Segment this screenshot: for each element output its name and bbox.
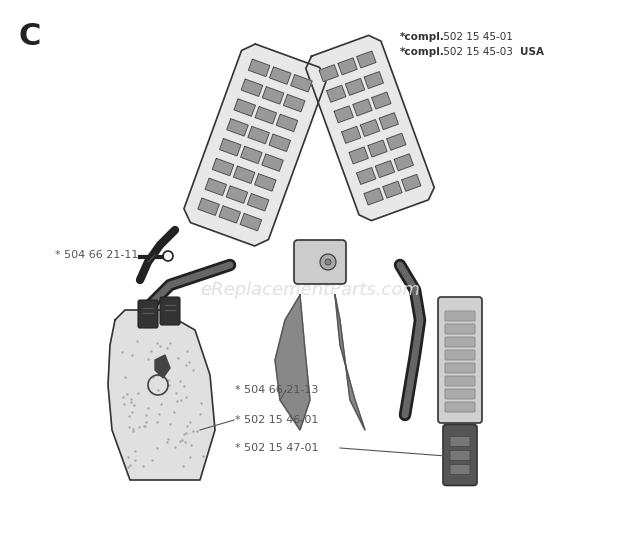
FancyBboxPatch shape (445, 402, 475, 412)
Text: 502 15 45-03: 502 15 45-03 (440, 47, 516, 57)
FancyBboxPatch shape (438, 297, 482, 423)
Polygon shape (219, 139, 241, 156)
FancyBboxPatch shape (445, 337, 475, 347)
Polygon shape (365, 72, 383, 89)
FancyBboxPatch shape (445, 363, 475, 373)
Polygon shape (262, 154, 283, 171)
Polygon shape (342, 126, 361, 143)
Polygon shape (240, 213, 262, 231)
Polygon shape (291, 74, 312, 92)
Text: *compl.: *compl. (400, 32, 445, 42)
FancyBboxPatch shape (160, 297, 180, 325)
Polygon shape (226, 186, 247, 203)
Polygon shape (394, 154, 414, 171)
Text: * 504 66 21-13: * 504 66 21-13 (235, 385, 319, 395)
Polygon shape (338, 58, 357, 75)
FancyBboxPatch shape (445, 350, 475, 360)
Polygon shape (108, 310, 215, 480)
Polygon shape (356, 168, 376, 185)
Polygon shape (283, 94, 305, 112)
Polygon shape (364, 188, 383, 205)
FancyBboxPatch shape (443, 424, 477, 485)
Polygon shape (155, 355, 170, 378)
Polygon shape (198, 198, 219, 215)
Polygon shape (227, 119, 248, 136)
Polygon shape (327, 85, 346, 102)
Polygon shape (306, 35, 434, 220)
FancyBboxPatch shape (445, 311, 475, 321)
Polygon shape (379, 113, 399, 129)
FancyBboxPatch shape (138, 300, 158, 328)
Polygon shape (270, 67, 291, 84)
Circle shape (325, 259, 331, 265)
Polygon shape (372, 92, 391, 109)
Text: * 502 15 46-01: * 502 15 46-01 (235, 415, 319, 425)
FancyBboxPatch shape (445, 389, 475, 399)
Polygon shape (262, 87, 284, 104)
FancyBboxPatch shape (445, 324, 475, 334)
Polygon shape (249, 60, 270, 77)
Text: * 504 66 21-11: * 504 66 21-11 (55, 250, 138, 260)
FancyBboxPatch shape (294, 240, 346, 284)
FancyBboxPatch shape (445, 376, 475, 386)
Polygon shape (212, 159, 234, 176)
Polygon shape (275, 295, 310, 430)
Polygon shape (349, 147, 368, 164)
Text: 502 15 45-01: 502 15 45-01 (440, 32, 513, 42)
Polygon shape (375, 161, 394, 177)
Polygon shape (255, 107, 277, 124)
Polygon shape (234, 166, 255, 183)
Polygon shape (334, 106, 353, 123)
Polygon shape (247, 193, 268, 211)
Polygon shape (234, 99, 255, 116)
Polygon shape (368, 140, 387, 157)
Polygon shape (241, 79, 263, 96)
Polygon shape (219, 206, 241, 223)
Text: * 502 15 47-01: * 502 15 47-01 (235, 443, 319, 453)
Text: eReplacementParts.com: eReplacementParts.com (200, 281, 420, 299)
FancyBboxPatch shape (450, 436, 470, 446)
Polygon shape (345, 78, 365, 95)
Circle shape (320, 254, 336, 270)
Polygon shape (335, 295, 365, 430)
Text: *compl.: *compl. (400, 47, 445, 57)
Polygon shape (269, 134, 290, 152)
Polygon shape (248, 127, 269, 144)
FancyBboxPatch shape (450, 464, 470, 474)
Polygon shape (383, 181, 402, 198)
Polygon shape (205, 179, 226, 196)
FancyBboxPatch shape (450, 451, 470, 461)
Polygon shape (402, 175, 421, 191)
Polygon shape (353, 99, 372, 116)
Polygon shape (360, 120, 379, 137)
Polygon shape (356, 51, 376, 68)
Text: C: C (18, 22, 40, 51)
Text: USA: USA (520, 47, 544, 57)
Polygon shape (184, 44, 326, 246)
Polygon shape (255, 174, 276, 191)
Polygon shape (277, 114, 298, 132)
Polygon shape (241, 147, 262, 164)
Polygon shape (319, 65, 339, 82)
Polygon shape (387, 133, 406, 150)
